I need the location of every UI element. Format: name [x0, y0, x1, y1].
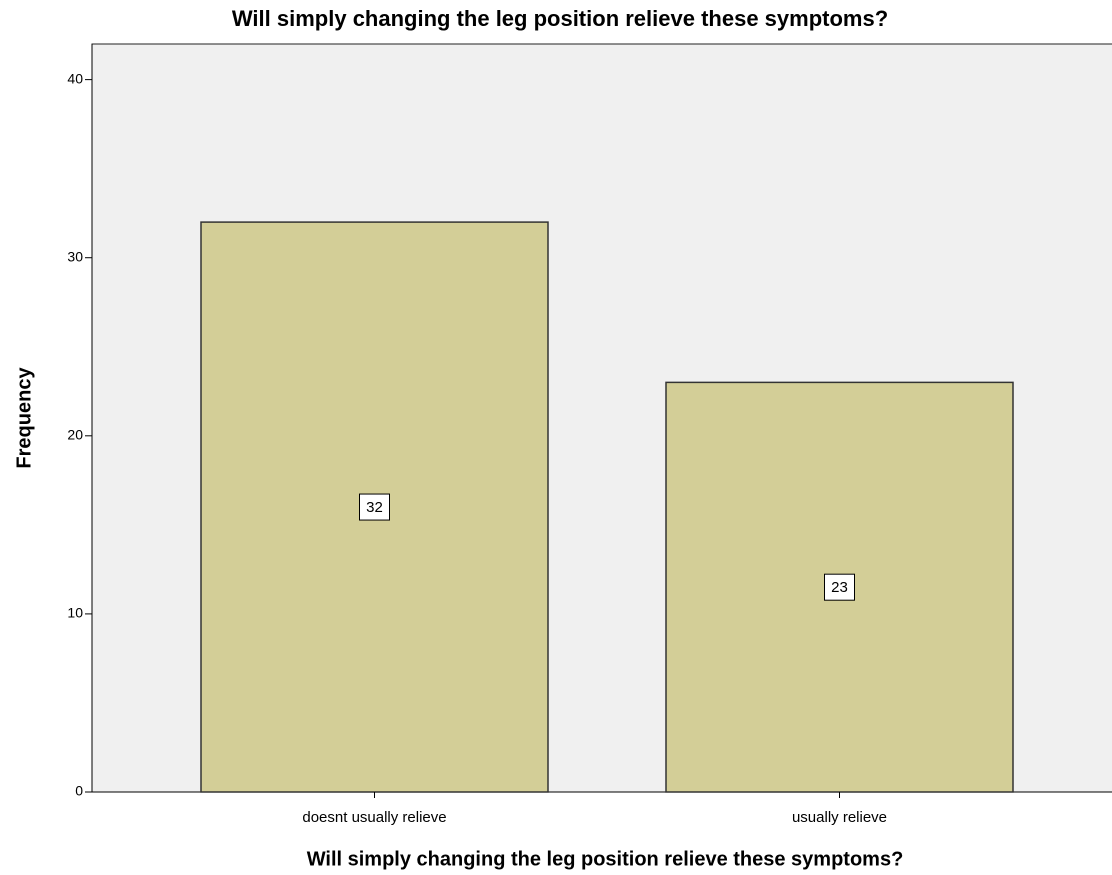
y-tick-label: 0	[75, 783, 83, 799]
chart-title: Will simply changing the leg position re…	[232, 6, 888, 31]
value-label-box	[359, 493, 390, 521]
value-label-box	[824, 573, 855, 601]
x-axis-label: Will simply changing the leg position re…	[307, 848, 904, 870]
value-label: 23	[831, 579, 848, 596]
value-label: 32	[366, 499, 383, 516]
y-tick-label: 30	[67, 248, 83, 264]
x-tick-label: usually relieve	[792, 809, 887, 826]
y-tick-label: 10	[67, 605, 83, 621]
y-axis-label: Frequency	[13, 367, 35, 469]
x-tick-label: doesnt usually relieve	[302, 809, 446, 826]
y-tick-label: 40	[67, 70, 83, 86]
y-tick-label: 20	[67, 427, 83, 443]
bar	[665, 381, 1014, 793]
